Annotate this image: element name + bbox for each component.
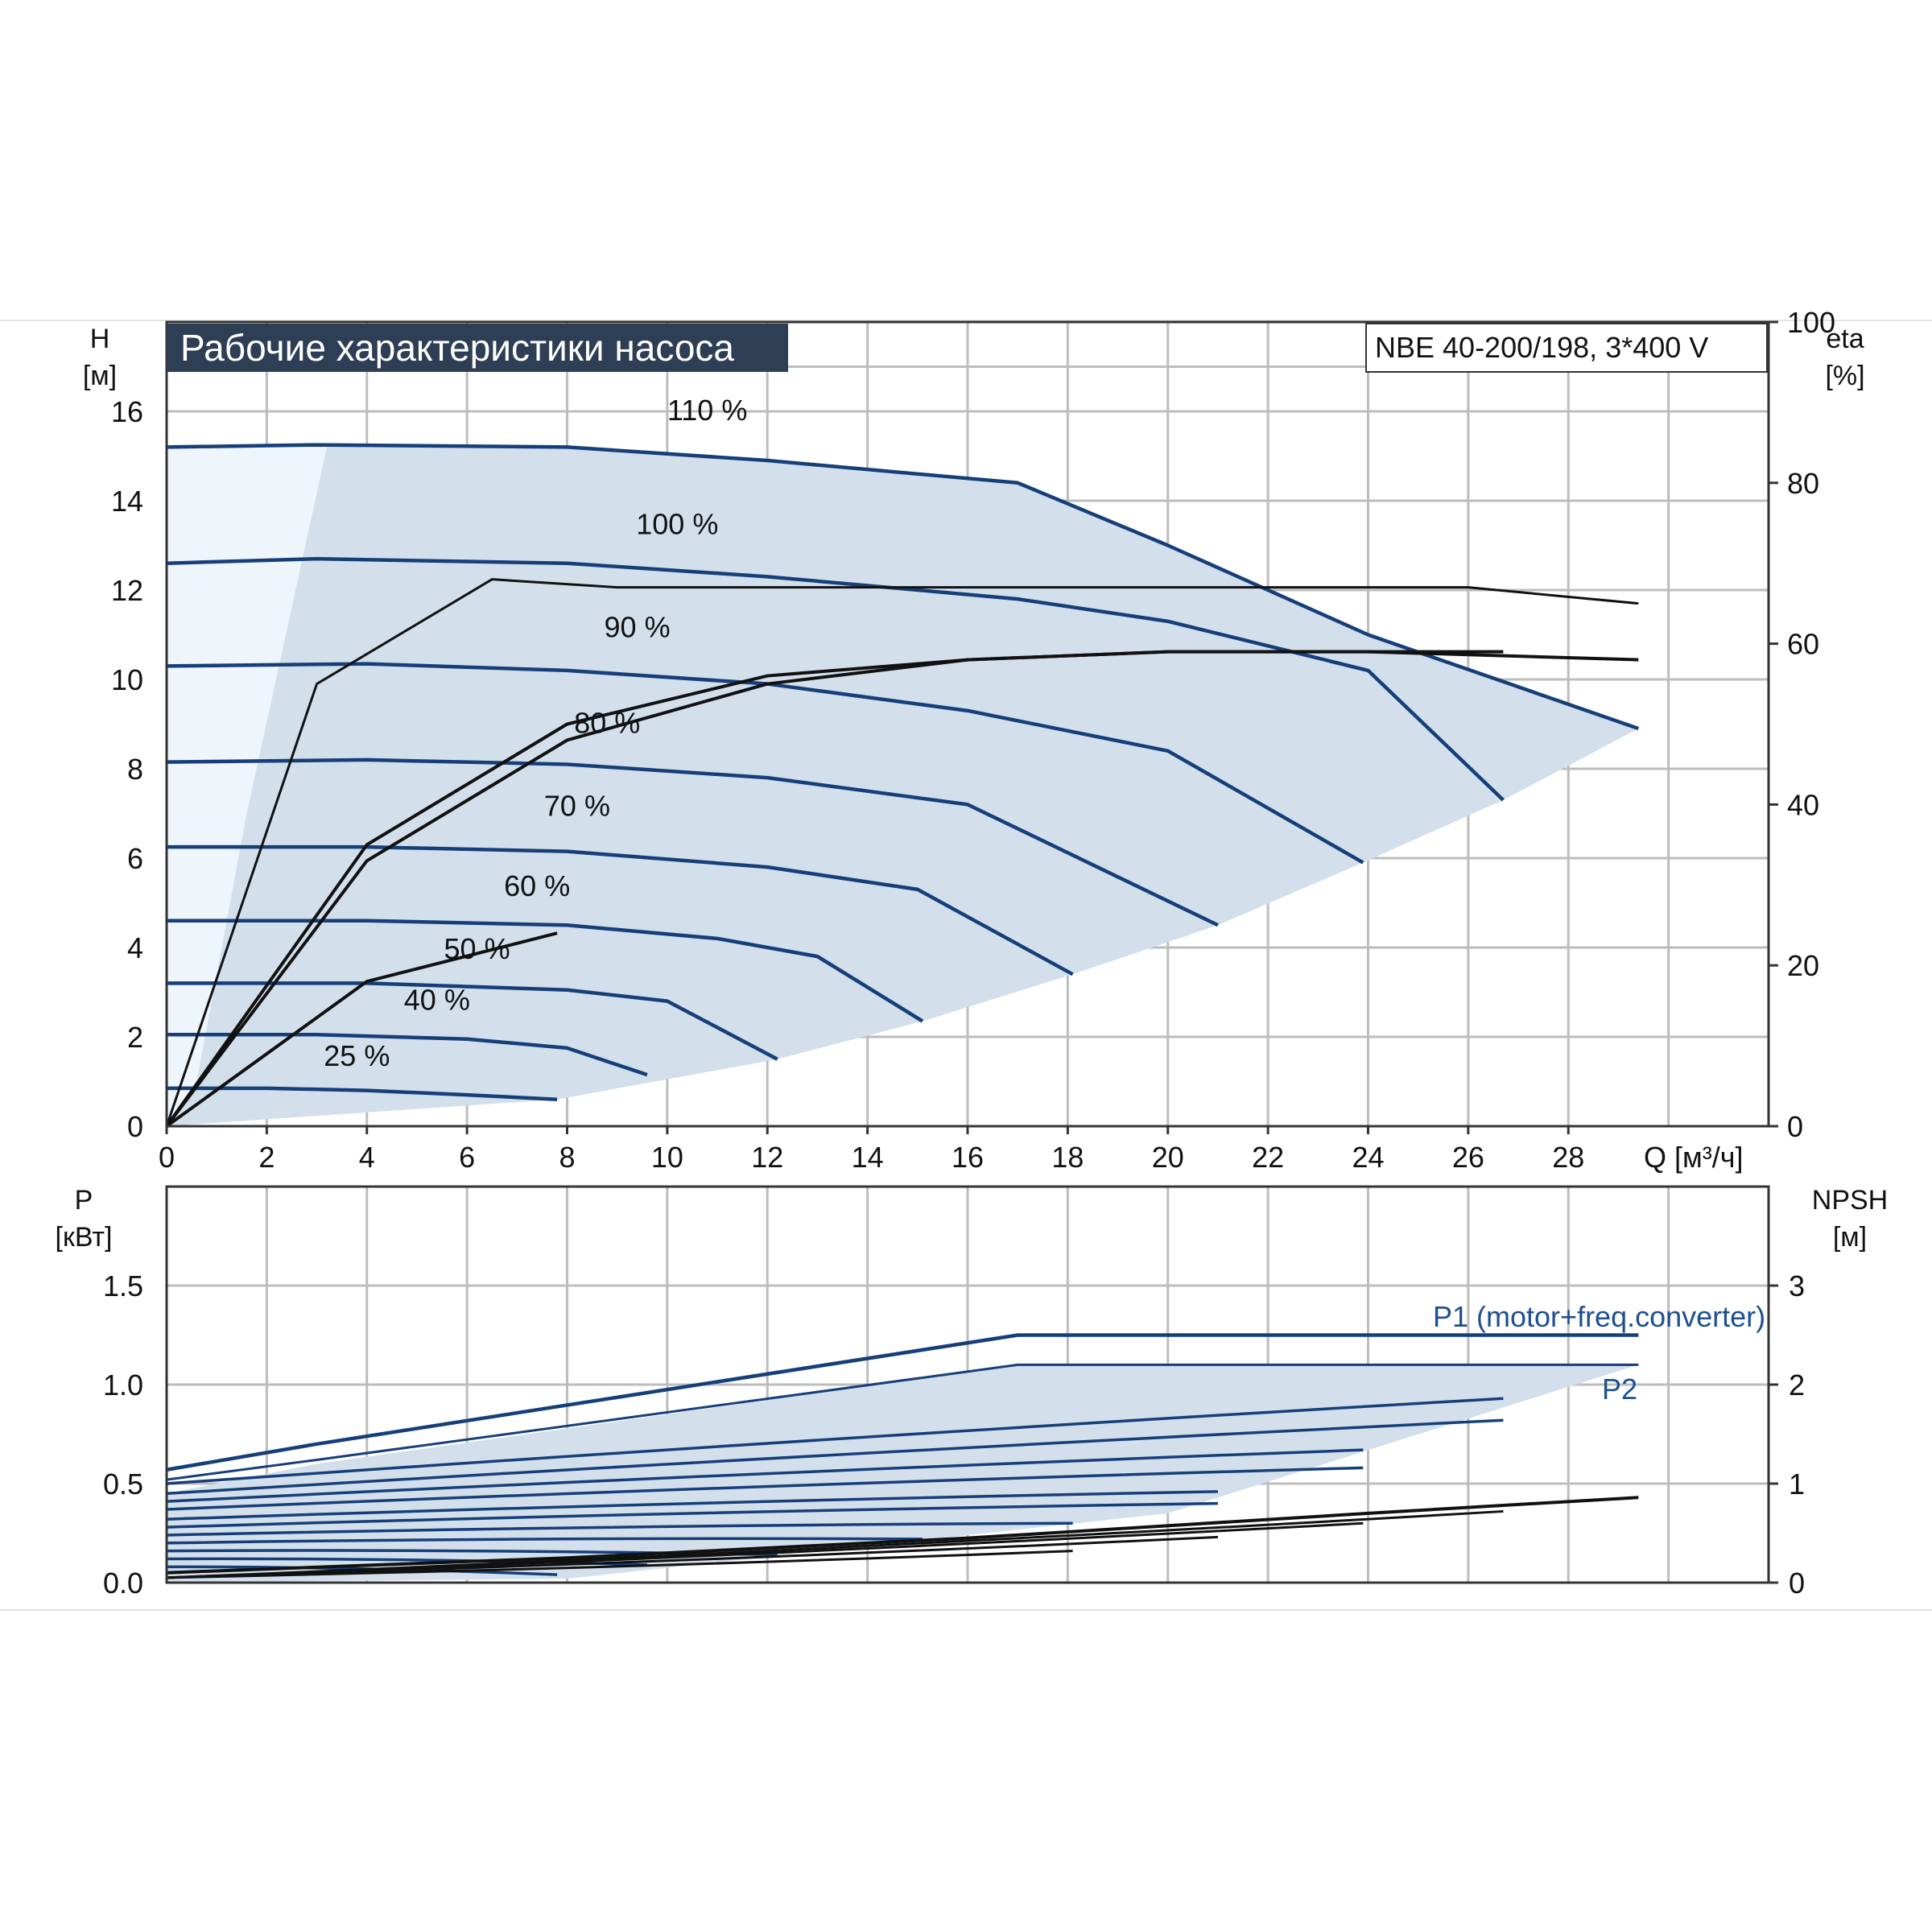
p1-curve-label: P1 (motor+freq.converter)	[1433, 1300, 1765, 1333]
speed-curve-label: 25 %	[324, 1039, 390, 1072]
x-tick-label: 24	[1352, 1141, 1384, 1174]
speed-curve-110	[166, 443, 1640, 731]
power-curve	[166, 1448, 1364, 1503]
x-tick-label: 26	[1452, 1141, 1484, 1174]
p2-curve	[166, 1363, 1639, 1481]
power-chart: 0.0 0.5 1.0 1.5 0 1 2 3 P [кВт] NPSH [м] P1 (mo…	[56, 1185, 1889, 1600]
speed-curve-60	[167, 919, 924, 1023]
x-tick-label: 18	[1051, 1141, 1084, 1174]
npsh-tick-label: 0	[1789, 1567, 1805, 1600]
head-chart: 110 % 100 % 90 % 80 % 70 % 60 % 50 % 40 % 25 % 0…	[83, 306, 1865, 1174]
chart-title: Рабочие характеристики насоса	[180, 327, 734, 369]
efficiency-curve	[165, 931, 558, 1128]
y-tick-label: 0	[127, 1110, 143, 1143]
speed-curve-label: 80 %	[574, 707, 640, 740]
x-tick-label: 4	[359, 1141, 375, 1174]
speed-curve-70	[167, 844, 1074, 976]
speed-curve-label: 50 %	[444, 932, 510, 965]
operating-range-area	[167, 444, 1639, 1126]
operating-range-fill	[167, 444, 1639, 1126]
x-tick-label: 28	[1552, 1141, 1584, 1174]
speed-curve-label: 60 %	[504, 869, 570, 902]
speed-curve-80	[166, 758, 1219, 927]
y-tick-label: 16	[111, 395, 143, 428]
p-axis-label-main: P	[75, 1185, 93, 1216]
x-tick-label: 22	[1252, 1141, 1284, 1174]
p1-curve	[166, 1333, 1639, 1472]
x-tick-label: 8	[559, 1141, 575, 1174]
x-axis-label: Q [м³/ч]	[1644, 1141, 1744, 1174]
low-flow-area	[167, 447, 327, 1126]
model-box	[1365, 323, 1768, 373]
speed-curve-label: 40 %	[404, 984, 470, 1017]
p-tick-label: 0.5	[103, 1468, 143, 1501]
p-tick-label: 1.0	[103, 1368, 143, 1402]
y2-tick-label: 40	[1787, 788, 1819, 821]
y-tick-label: 10	[111, 663, 143, 696]
power-curve	[166, 1490, 1218, 1521]
p-axis-label-unit: [кВт]	[56, 1222, 113, 1253]
power-curve	[166, 1521, 1073, 1537]
power-curve	[166, 1537, 923, 1545]
y2-axis-label-main: eta	[1826, 324, 1864, 354]
p-tick-label: 1.5	[103, 1269, 143, 1302]
power-curve	[166, 1418, 1504, 1496]
x-tick-label: 12	[751, 1141, 783, 1174]
y-axis-label-main: H	[90, 324, 110, 354]
power-curve	[166, 1466, 1364, 1511]
y2-tick-label: 0	[1787, 1110, 1803, 1143]
y-tick-label: 6	[127, 842, 143, 875]
p-tick-label: 0.0	[103, 1567, 143, 1600]
speed-curve-labels: 110 % 100 % 90 % 80 % 70 % 60 % 50 % 40 % 25 %	[324, 394, 747, 1072]
efficiency-curve	[165, 578, 1639, 1127]
power-curve	[166, 1501, 1218, 1529]
title-background	[167, 324, 788, 372]
speed-curve-50	[167, 981, 778, 1061]
speed-curve-label: 90 %	[605, 610, 671, 643]
efficiency-curve	[165, 650, 1504, 1128]
x-tick-label: 20	[1152, 1141, 1184, 1174]
power-curves	[166, 1333, 1639, 1579]
speed-curve-40	[167, 1032, 648, 1077]
power-chart-axes: 0.0 0.5 1.0 1.5 0 1 2 3	[103, 1269, 1805, 1600]
y-axis-label-unit: [м]	[83, 361, 117, 391]
y-tick-label: 14	[111, 485, 143, 518]
speed-curve-label: 100 %	[636, 508, 718, 541]
npsh-tick-label: 3	[1789, 1269, 1805, 1302]
y-tick-label: 4	[127, 931, 143, 964]
efficiency-curves	[165, 578, 1639, 1128]
y2-tick-label: 60	[1787, 628, 1819, 661]
x-tick-label: 14	[852, 1141, 884, 1174]
speed-curve-label: 110 %	[667, 394, 747, 427]
model-label: NBE 40-200/198, 3*400 V	[1375, 331, 1708, 364]
y2-tick-label: 80	[1787, 467, 1819, 500]
power-curve	[166, 1397, 1504, 1485]
y2-tick-label: 20	[1787, 949, 1819, 982]
p2-curve-label: P2	[1602, 1373, 1637, 1406]
speed-curve-label: 70 %	[544, 789, 610, 822]
y-tick-label: 8	[127, 753, 143, 786]
npsh-curve	[166, 1535, 1219, 1579]
npsh-axis-label-unit: [м]	[1833, 1222, 1867, 1253]
x-tick-label: 0	[159, 1141, 175, 1174]
x-tick-label: 16	[952, 1141, 984, 1174]
npsh-curve	[166, 1496, 1639, 1575]
x-tick-label: 2	[258, 1141, 275, 1174]
npsh-curve	[166, 1550, 1073, 1579]
y2-axis-label-unit: [%]	[1825, 361, 1864, 391]
x-tick-label: 6	[459, 1141, 475, 1174]
speed-curve-25	[167, 1086, 558, 1101]
x-tick-label: 10	[651, 1141, 683, 1174]
y-tick-label: 2	[127, 1021, 143, 1054]
y2-tick-label: 100	[1787, 306, 1835, 339]
y-tick-label: 12	[111, 574, 143, 607]
npsh-tick-label: 1	[1789, 1468, 1805, 1501]
npsh-axis-label-main: NPSH	[1812, 1185, 1888, 1216]
npsh-tick-label: 2	[1789, 1368, 1805, 1402]
